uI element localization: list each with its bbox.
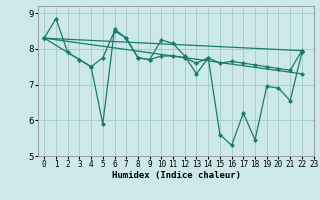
X-axis label: Humidex (Indice chaleur): Humidex (Indice chaleur)	[111, 171, 241, 180]
